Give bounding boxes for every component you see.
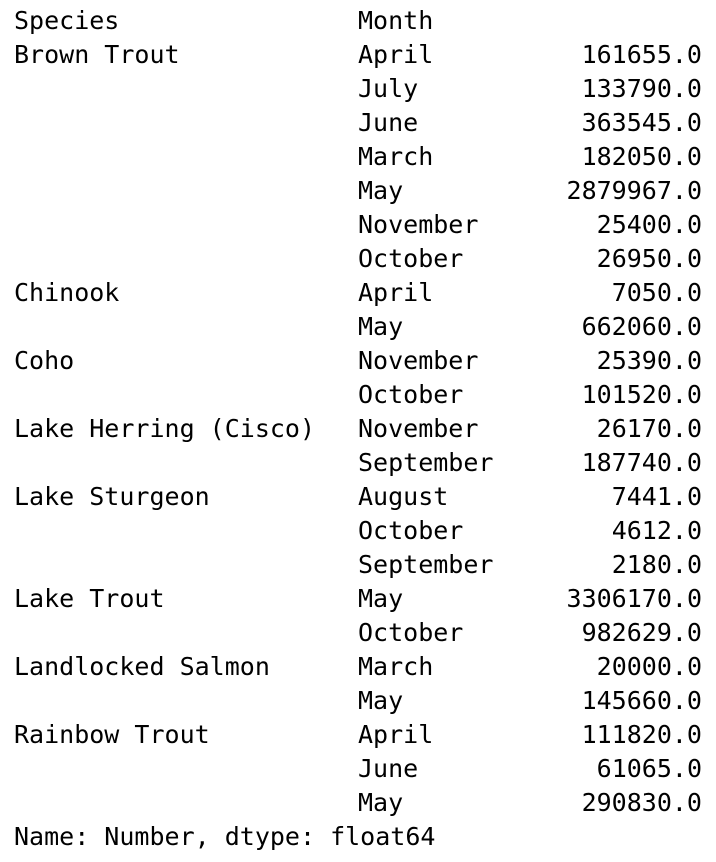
row-month: October bbox=[358, 516, 464, 545]
row-value: 182050.0 bbox=[581, 142, 702, 171]
row-month: April bbox=[358, 40, 434, 69]
row-species: Lake Herring (Cisco) bbox=[14, 414, 316, 443]
row-value: 2180.0 bbox=[611, 550, 702, 579]
row-month: May bbox=[358, 312, 404, 341]
row-species: Lake Sturgeon bbox=[14, 482, 210, 511]
row-month: March bbox=[358, 142, 434, 171]
row-species: Lake Trout bbox=[14, 584, 165, 613]
row-value: 161655.0 bbox=[581, 40, 702, 69]
row-month: June bbox=[358, 754, 419, 783]
row-month: November bbox=[358, 210, 479, 239]
row-month: November bbox=[358, 346, 479, 375]
table-row: Chinook April 7050.0 bbox=[14, 276, 704, 310]
table-row: May 290830.0 bbox=[14, 786, 704, 820]
row-value: 3306170.0 bbox=[566, 584, 702, 613]
row-value: 25400.0 bbox=[596, 210, 702, 239]
table-row: Rainbow Trout April 111820.0 bbox=[14, 718, 704, 752]
row-value: 26950.0 bbox=[596, 244, 702, 273]
table-row: October 982629.0 bbox=[14, 616, 704, 650]
row-month: April bbox=[358, 278, 434, 307]
row-month: September bbox=[358, 448, 494, 477]
row-month: July bbox=[358, 74, 419, 103]
row-value: 26170.0 bbox=[596, 414, 702, 443]
row-value: 111820.0 bbox=[581, 720, 702, 749]
row-value: 662060.0 bbox=[581, 312, 702, 341]
table-row: July 133790.0 bbox=[14, 72, 704, 106]
index-name-species: Species bbox=[14, 6, 120, 35]
table-row: October 101520.0 bbox=[14, 378, 704, 412]
series-footer: Name: Number, dtype: float64 bbox=[14, 822, 436, 851]
table-row: Lake Sturgeon August 7441.0 bbox=[14, 480, 704, 514]
row-value: 290830.0 bbox=[581, 788, 702, 817]
table-row: November 25400.0 bbox=[14, 208, 704, 242]
row-month: October bbox=[358, 380, 464, 409]
row-value: 25390.0 bbox=[596, 346, 702, 375]
table-row: May 662060.0 bbox=[14, 310, 704, 344]
table-row: Lake Trout May 3306170.0 bbox=[14, 582, 704, 616]
table-row: May 145660.0 bbox=[14, 684, 704, 718]
row-month: May bbox=[358, 584, 404, 613]
row-month: May bbox=[358, 788, 404, 817]
row-month: May bbox=[358, 176, 404, 205]
series-output: Species Month Brown Trout April 161655.0 Ju… bbox=[14, 4, 704, 854]
row-month: March bbox=[358, 652, 434, 681]
row-value: 363545.0 bbox=[581, 108, 702, 137]
table-row: Brown Trout April 161655.0 bbox=[14, 38, 704, 72]
row-month: April bbox=[358, 720, 434, 749]
table-row: September 2180.0 bbox=[14, 548, 704, 582]
row-species: Landlocked Salmon bbox=[14, 652, 270, 681]
row-value: 2879967.0 bbox=[566, 176, 702, 205]
row-species: Brown Trout bbox=[14, 40, 180, 69]
row-month: September bbox=[358, 550, 494, 579]
row-value: 145660.0 bbox=[581, 686, 702, 715]
table-row: Lake Herring (Cisco) November 26170.0 bbox=[14, 412, 704, 446]
row-species: Rainbow Trout bbox=[14, 720, 210, 749]
row-value: 4612.0 bbox=[611, 516, 702, 545]
row-month: June bbox=[358, 108, 419, 137]
row-value: 101520.0 bbox=[581, 380, 702, 409]
row-month: November bbox=[358, 414, 479, 443]
table-row: March 182050.0 bbox=[14, 140, 704, 174]
row-month: August bbox=[358, 482, 449, 511]
row-value: 133790.0 bbox=[581, 74, 702, 103]
row-value: 61065.0 bbox=[596, 754, 702, 783]
row-month: May bbox=[358, 686, 404, 715]
table-row: June 363545.0 bbox=[14, 106, 704, 140]
table-row: September 187740.0 bbox=[14, 446, 704, 480]
table-row: June 61065.0 bbox=[14, 752, 704, 786]
index-name-month: Month bbox=[358, 6, 434, 35]
table-row: October 26950.0 bbox=[14, 242, 704, 276]
row-value: 7441.0 bbox=[611, 482, 702, 511]
table-row: October 4612.0 bbox=[14, 514, 704, 548]
row-species: Coho bbox=[14, 346, 75, 375]
row-species: Chinook bbox=[14, 278, 120, 307]
table-row: May 2879967.0 bbox=[14, 174, 704, 208]
row-value: 7050.0 bbox=[611, 278, 702, 307]
row-value: 20000.0 bbox=[596, 652, 702, 681]
table-row: Coho November 25390.0 bbox=[14, 344, 704, 378]
row-month: October bbox=[358, 244, 464, 273]
row-value: 982629.0 bbox=[581, 618, 702, 647]
series-rows: Brown Trout April 161655.0 July 133790.0 June… bbox=[14, 38, 704, 820]
row-month: October bbox=[358, 618, 464, 647]
index-header-row: Species Month bbox=[14, 4, 704, 38]
row-value: 187740.0 bbox=[581, 448, 702, 477]
table-row: Landlocked Salmon March 20000.0 bbox=[14, 650, 704, 684]
